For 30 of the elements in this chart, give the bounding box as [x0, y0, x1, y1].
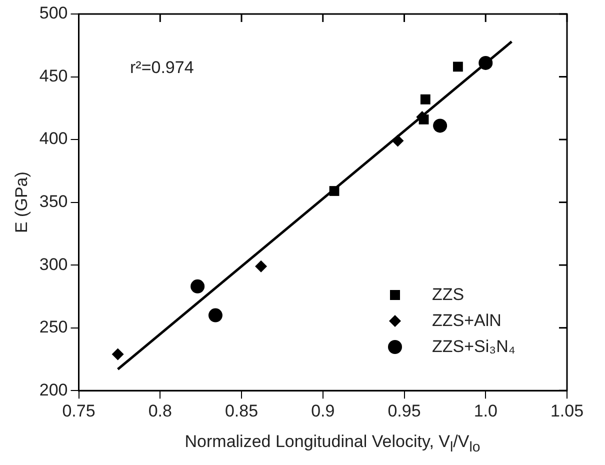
- y-tick-label: 500: [39, 4, 68, 23]
- legend-label: ZZS: [432, 285, 464, 305]
- point: [478, 56, 493, 70]
- point: [329, 186, 340, 196]
- x-axis-title: Normalized Longitudinal Velocity, V$_{l}$/V$_{lo}$: [184, 432, 482, 456]
- point: [208, 308, 222, 322]
- point: [112, 348, 124, 360]
- y-tick-label: 250: [39, 318, 68, 337]
- point: [190, 279, 205, 294]
- annotation: r²=0.974: [130, 58, 194, 78]
- point: [420, 94, 430, 104]
- point: [255, 260, 268, 272]
- legend-label: ZZS+Si₃N₄: [432, 337, 516, 357]
- point: [453, 62, 463, 72]
- y-tick-label: 400: [39, 129, 68, 148]
- x-tick-label: 1.05: [550, 401, 584, 420]
- y-tick-label: 200: [39, 380, 68, 400]
- x-tick-label: 1.0: [474, 401, 498, 420]
- x-tick-label: 0.9: [311, 401, 335, 420]
- x-tick-label: 0.85: [224, 401, 258, 420]
- y-tick-label: 350: [39, 192, 68, 211]
- x-tick-label: 0.95: [388, 401, 421, 420]
- legend-label: ZZS+AlN: [432, 311, 502, 331]
- x-tick-label: 0.75: [62, 401, 96, 420]
- point: [392, 134, 404, 147]
- x-tick-label: 0.8: [148, 401, 172, 420]
- y-tick-label: 300: [39, 254, 68, 274]
- y-axis-title: E (GPa): [12, 172, 31, 234]
- y-tick-label: 450: [39, 66, 68, 86]
- point: [433, 118, 448, 133]
